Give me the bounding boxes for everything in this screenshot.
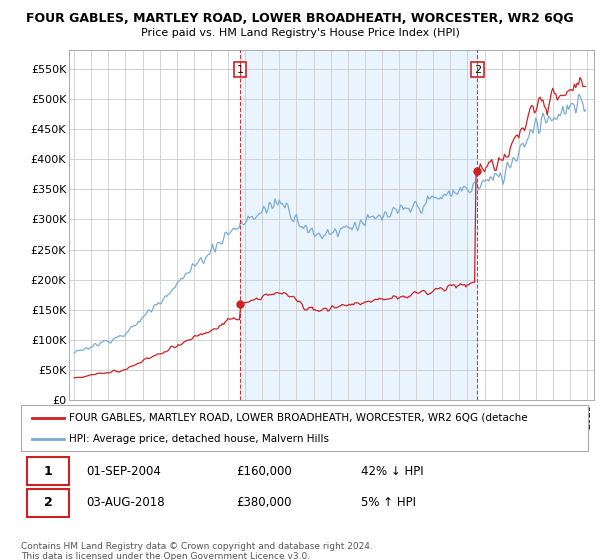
Text: £380,000: £380,000 (236, 496, 292, 509)
Text: Contains HM Land Registry data © Crown copyright and database right 2024.
This d: Contains HM Land Registry data © Crown c… (21, 542, 373, 560)
FancyBboxPatch shape (26, 457, 69, 486)
Bar (240, 50, 478, 400)
Text: 03-AUG-2018: 03-AUG-2018 (86, 496, 165, 509)
Text: 2: 2 (44, 496, 52, 509)
Text: 1: 1 (236, 65, 244, 74)
Text: 01-SEP-2004: 01-SEP-2004 (86, 465, 161, 478)
FancyBboxPatch shape (26, 489, 69, 517)
Text: HPI: Average price, detached house, Malvern Hills: HPI: Average price, detached house, Malv… (69, 435, 329, 444)
Text: Price paid vs. HM Land Registry's House Price Index (HPI): Price paid vs. HM Land Registry's House … (140, 28, 460, 38)
Text: 1: 1 (44, 465, 52, 478)
Text: 5% ↑ HPI: 5% ↑ HPI (361, 496, 416, 509)
Text: FOUR GABLES, MARTLEY ROAD, LOWER BROADHEATH, WORCESTER, WR2 6QG: FOUR GABLES, MARTLEY ROAD, LOWER BROADHE… (26, 12, 574, 25)
FancyBboxPatch shape (21, 405, 588, 451)
Text: FOUR GABLES, MARTLEY ROAD, LOWER BROADHEATH, WORCESTER, WR2 6QG (detache: FOUR GABLES, MARTLEY ROAD, LOWER BROADHE… (69, 413, 528, 423)
Text: £160,000: £160,000 (236, 465, 292, 478)
Text: 42% ↓ HPI: 42% ↓ HPI (361, 465, 424, 478)
Text: 2: 2 (474, 65, 481, 74)
